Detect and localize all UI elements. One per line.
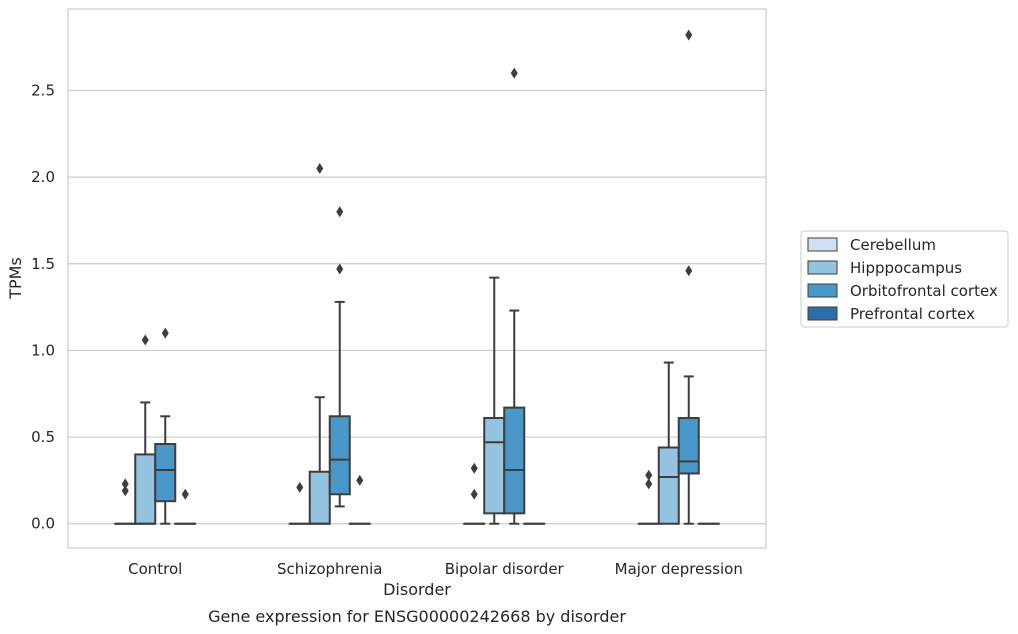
y-axis-label: TPMs <box>6 257 25 300</box>
box-iqr <box>677 417 700 475</box>
outlier-point <box>121 485 129 497</box>
y-tick-labels: 0.0 0.5 1.0 1.5 2.0 2.5 <box>31 81 55 532</box>
x-tick-label: Major depression <box>615 560 743 578</box>
legend-swatch <box>807 283 838 298</box>
outlier-point <box>336 263 344 275</box>
y-tick-label: 2.5 <box>31 81 55 99</box>
x-axis-label: Disorder <box>383 580 451 599</box>
x-tick-label: Bipolar disorder <box>445 560 565 578</box>
legend-label: Hipppocampus <box>850 259 962 277</box>
box-orbitofrontal-cortex-0 <box>154 327 177 525</box>
outlier-point <box>685 29 693 41</box>
legend-frame <box>800 230 1009 328</box>
outlier-point <box>645 469 653 481</box>
outlier-point <box>296 481 304 493</box>
legend-label: Prefrontal cortex <box>850 305 975 323</box>
box-iqr <box>154 443 177 503</box>
box-iqr <box>657 446 680 525</box>
outlier-point <box>336 206 344 218</box>
boxes <box>114 29 720 525</box>
legend-swatch <box>807 260 838 275</box>
outlier-point <box>645 478 653 490</box>
y-tick-label: 2.0 <box>31 168 55 186</box>
y-tick-label: 0.5 <box>31 428 55 446</box>
y-tick-label: 0.0 <box>31 515 55 533</box>
box-iqr <box>134 453 157 525</box>
outlier-point <box>685 265 693 277</box>
outlier-point <box>356 474 364 486</box>
legend-label: Cerebellum <box>850 236 936 254</box>
x-tick-label: Control <box>128 560 182 578</box>
legend-label: Orbitofrontal cortex <box>850 282 998 300</box>
legend: Cerebellum Hipppocampus Orbitofrontal cort… <box>800 230 1009 328</box>
figure-caption: Gene expression for ENSG00000242668 by d… <box>208 607 626 626</box>
box-hipppocampus-1 <box>308 162 331 525</box>
plot-frame <box>67 8 767 549</box>
box-hipppocampus-2 <box>483 276 506 525</box>
box-iqr <box>328 415 351 496</box>
box-iqr <box>308 470 331 525</box>
y-tick-label: 1.5 <box>31 255 55 273</box>
outlier-point <box>161 327 169 339</box>
box-cerebellum-0 <box>114 478 137 525</box>
outlier-point <box>181 488 189 500</box>
box-orbitofrontal-cortex-2 <box>503 67 526 525</box>
outlier-point <box>470 462 478 474</box>
box-iqr <box>503 406 526 515</box>
x-tick-label: Schizophrenia <box>277 560 382 578</box>
box-iqr <box>483 417 506 515</box>
box-cerebellum-2 <box>463 462 486 525</box>
box-hipppocampus-3 <box>657 361 680 525</box>
legend-swatch <box>807 306 838 321</box>
box-cerebellum-1 <box>288 481 311 525</box>
box-cerebellum-3 <box>637 469 660 525</box>
x-tick-labels: Control Schizophrenia Bipolar disorder Majo… <box>128 560 743 578</box>
legend-swatch <box>807 237 838 252</box>
box-prefrontal-cortex-0 <box>174 488 197 525</box>
box-hipppocampus-0 <box>134 334 157 525</box>
y-tick-label: 1.0 <box>31 341 55 359</box>
outlier-point <box>316 162 324 174</box>
outlier-point <box>141 334 149 346</box>
box-prefrontal-cortex-1 <box>348 474 371 525</box>
box-orbitofrontal-cortex-3 <box>677 29 700 525</box>
outlier-point <box>470 488 478 500</box>
box-orbitofrontal-cortex-1 <box>328 206 351 508</box>
outlier-point <box>510 67 518 79</box>
outlier-point <box>121 478 129 490</box>
